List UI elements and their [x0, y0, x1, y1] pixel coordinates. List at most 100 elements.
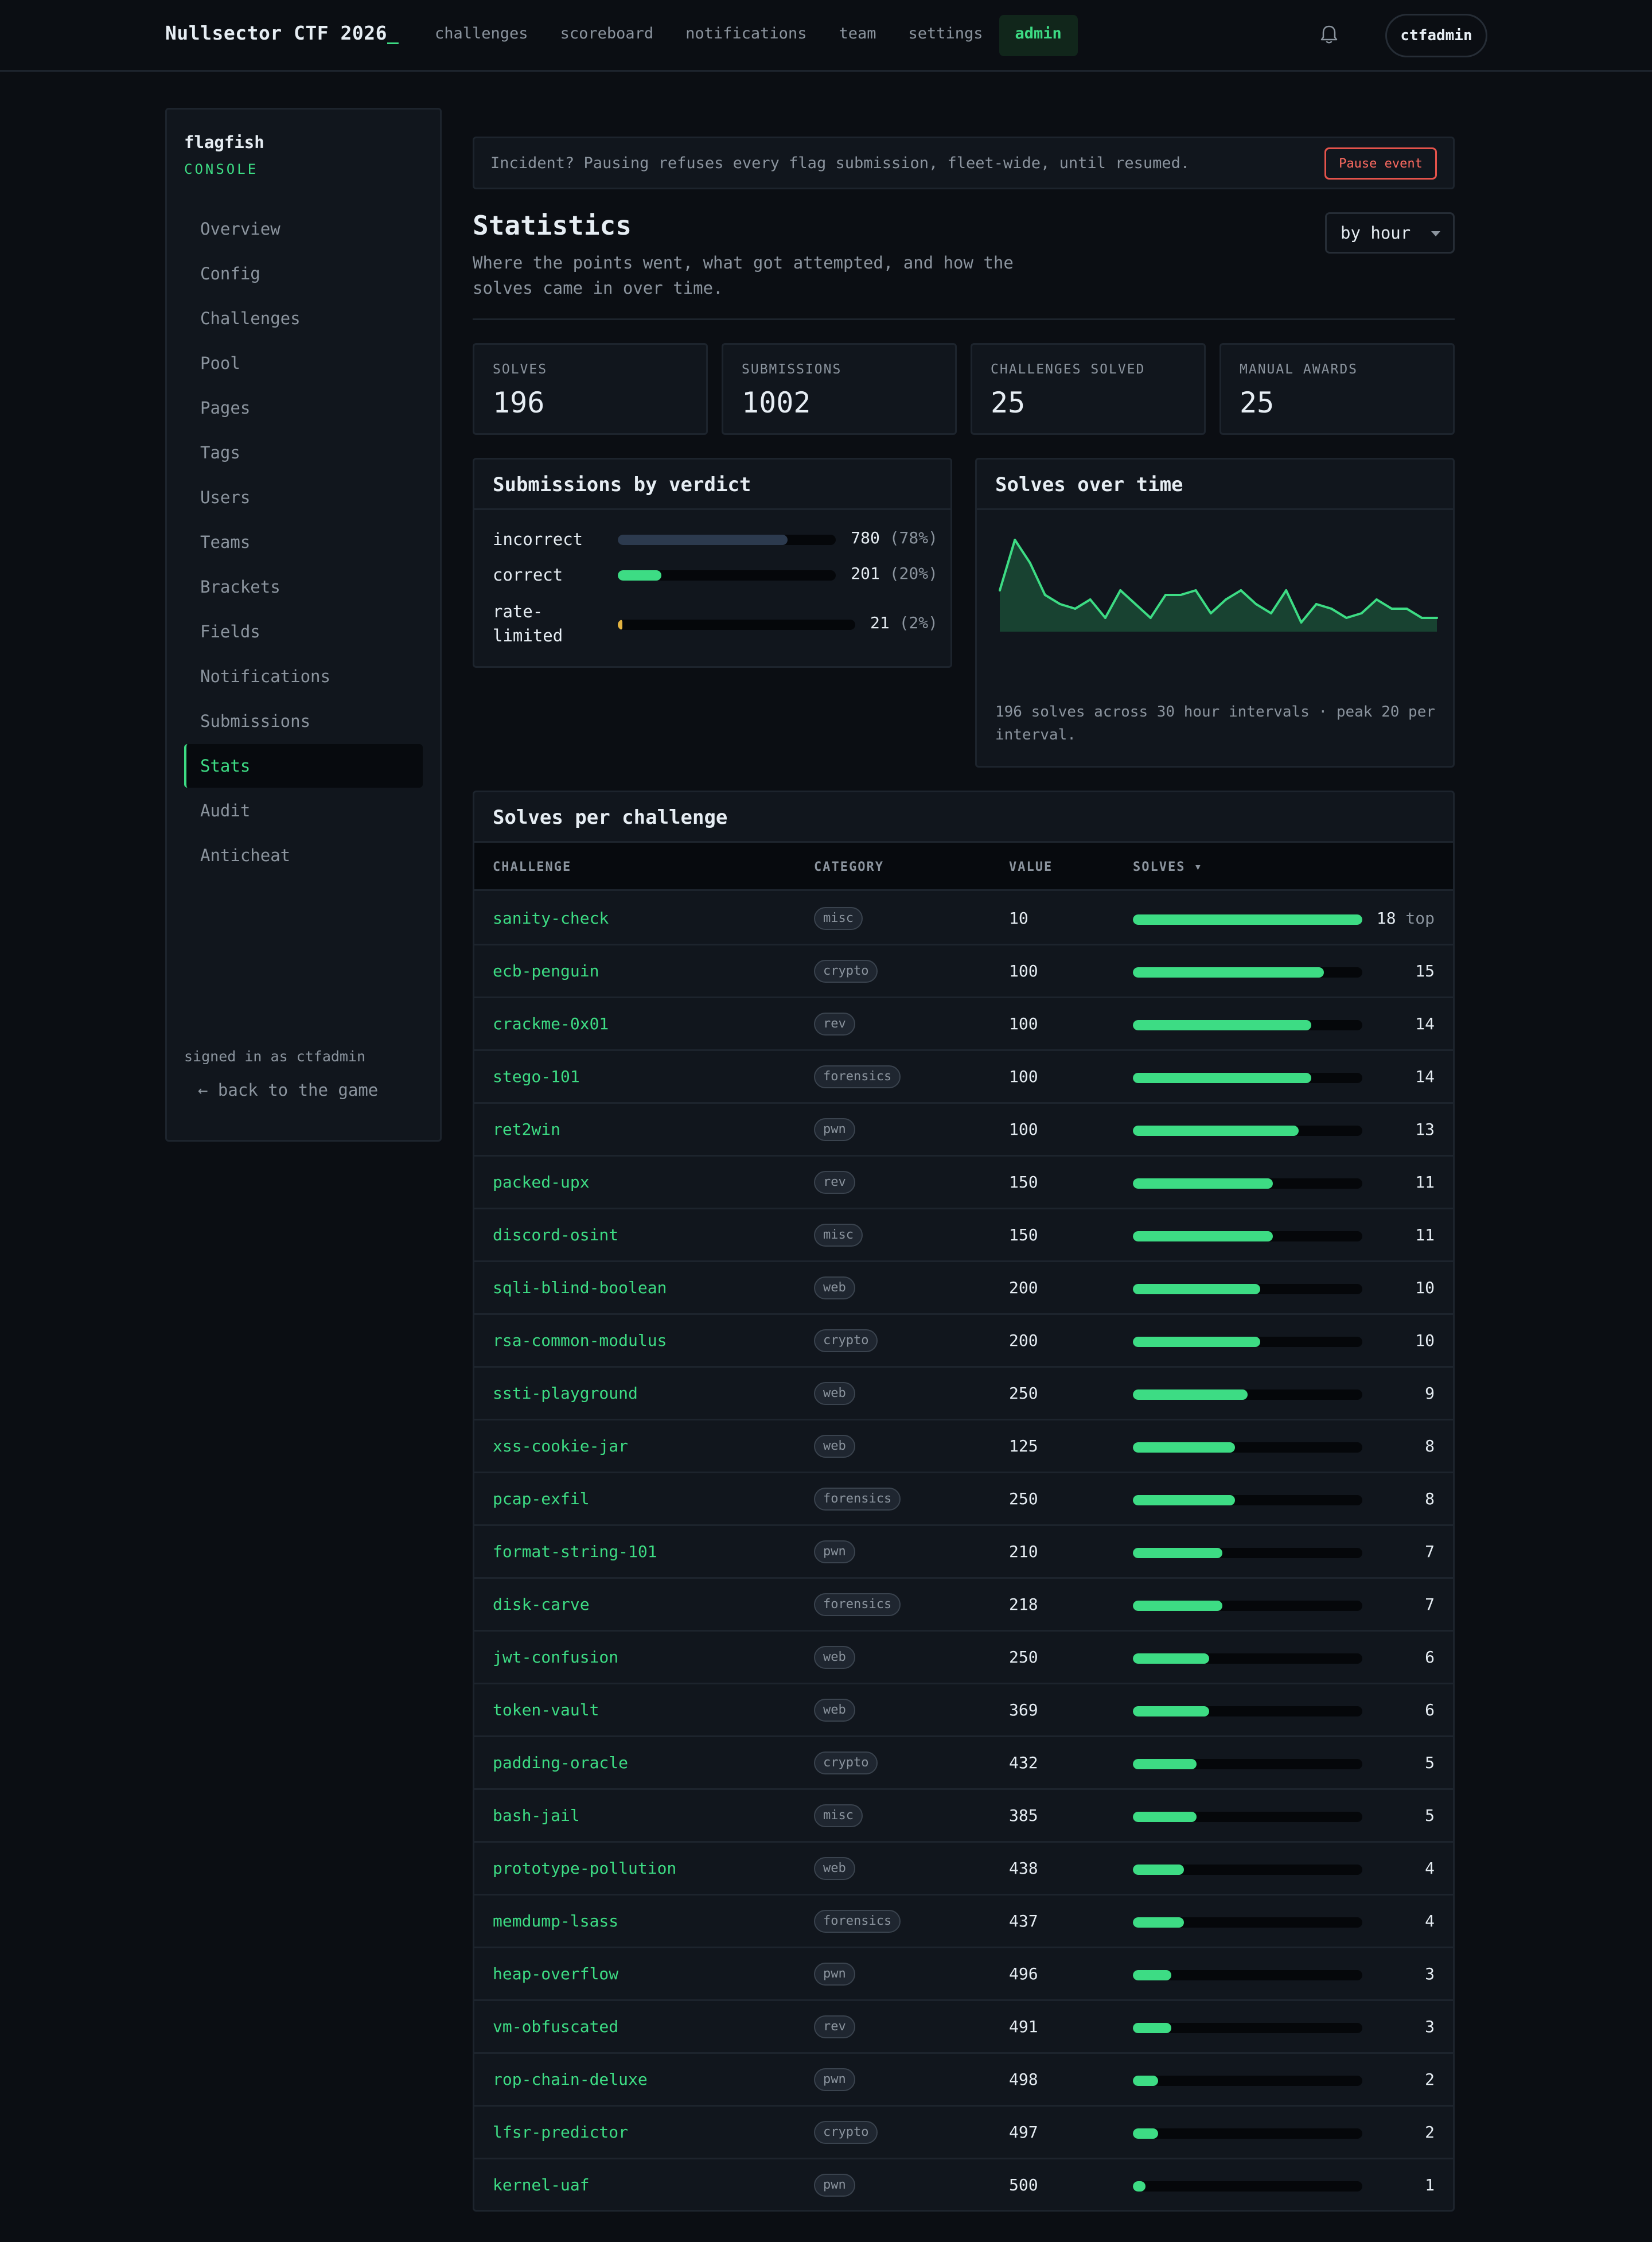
challenge-link[interactable]: format-string-101: [493, 1542, 657, 1561]
brand-logo[interactable]: Nullsector CTF 2026_: [165, 22, 399, 44]
admin-sidebar: flagfish CONSOLE Overview Config Challen…: [165, 108, 442, 1142]
column-header-challenge[interactable]: CHALLENGE: [493, 860, 572, 874]
table-row[interactable]: vm-obfuscated rev 491 3: [474, 2001, 1453, 2054]
interval-select-value: by hour: [1341, 223, 1411, 243]
challenge-link[interactable]: crackme-0x01: [493, 1014, 609, 1033]
table-row[interactable]: format-string-101 pwn 210 7: [474, 1526, 1453, 1579]
table-row[interactable]: rsa-common-modulus crypto 200 10: [474, 1315, 1453, 1368]
sidebar-item-stats[interactable]: Stats: [184, 744, 423, 788]
column-header-category[interactable]: CATEGORY: [814, 860, 884, 874]
challenge-link[interactable]: ret2win: [493, 1120, 561, 1139]
table-row[interactable]: ret2win pwn 100 13: [474, 1104, 1453, 1157]
challenge-link[interactable]: prototype-pollution: [493, 1859, 677, 1878]
column-header-solves[interactable]: SOLVES ▾: [1133, 860, 1203, 874]
solves-bar-track: [1133, 1178, 1362, 1189]
interval-select[interactable]: by hour: [1325, 212, 1455, 254]
nav-link-settings[interactable]: settings: [908, 25, 983, 42]
solves-bar-fill: [1133, 1231, 1273, 1241]
verdict-pct: (20%): [889, 564, 938, 583]
challenge-link[interactable]: disk-carve: [493, 1595, 590, 1614]
table-row[interactable]: discord-osint misc 150 11: [474, 1209, 1453, 1262]
solves-per-challenge-panel: Solves per challenge CHALLENGE CATEGORY …: [473, 791, 1455, 2212]
challenge-link[interactable]: memdump-lsass: [493, 1912, 619, 1930]
column-header-value[interactable]: VALUE: [1009, 860, 1053, 874]
table-row[interactable]: ecb-penguin crypto 100 15: [474, 945, 1453, 998]
sidebar-item-teams[interactable]: Teams: [200, 532, 251, 552]
nav-link-notifications[interactable]: notifications: [685, 25, 807, 42]
challenge-link[interactable]: jwt-confusion: [493, 1648, 619, 1667]
sidebar-item-submissions[interactable]: Submissions: [200, 711, 311, 731]
sidebar-item-anticheat[interactable]: Anticheat: [200, 846, 291, 865]
table-row[interactable]: crackme-0x01 rev 100 14: [474, 998, 1453, 1051]
table-row[interactable]: heap-overflow pwn 496 3: [474, 1948, 1453, 2001]
sidebar-item-audit[interactable]: Audit: [200, 801, 251, 820]
nav-link-team[interactable]: team: [839, 25, 876, 42]
table-row[interactable]: disk-carve forensics 218 7: [474, 1579, 1453, 1632]
table-row[interactable]: padding-oracle crypto 432 5: [474, 1737, 1453, 1790]
table-row[interactable]: sqli-blind-boolean web 200 10: [474, 1262, 1453, 1315]
nav-link-challenges[interactable]: challenges: [435, 25, 528, 42]
table-row[interactable]: rop-chain-deluxe pwn 498 2: [474, 2054, 1453, 2107]
pause-event-button[interactable]: Pause event: [1324, 147, 1437, 180]
sidebar-item-config[interactable]: Config: [200, 264, 260, 283]
table-row[interactable]: sanity-check misc 10 18 top: [474, 893, 1453, 945]
table-row[interactable]: kernel-uaf pwn 500 1: [474, 2159, 1453, 2212]
table-row[interactable]: token-vault web 369 6: [474, 1684, 1453, 1737]
challenge-link[interactable]: kernel-uaf: [493, 2175, 590, 2194]
solves-bar-track: [1133, 1126, 1362, 1136]
challenge-value: 100: [1009, 1067, 1038, 1086]
table-row[interactable]: memdump-lsass forensics 437 4: [474, 1895, 1453, 1948]
challenge-link[interactable]: packed-upx: [493, 1173, 590, 1192]
solves-area-fill: [1000, 540, 1437, 632]
challenge-link[interactable]: sqli-blind-boolean: [493, 1278, 667, 1297]
challenge-link[interactable]: rop-chain-deluxe: [493, 2070, 648, 2089]
challenge-link[interactable]: token-vault: [493, 1700, 599, 1719]
sidebar-item-challenges[interactable]: Challenges: [200, 309, 301, 328]
user-menu-button[interactable]: ctfadmin: [1385, 14, 1487, 57]
back-to-game-link[interactable]: ← back to the game: [198, 1080, 379, 1100]
challenge-value: 210: [1009, 1542, 1038, 1561]
table-row[interactable]: jwt-confusion web 250 6: [474, 1632, 1453, 1684]
challenge-link[interactable]: lfsr-predictor: [493, 2123, 629, 2142]
challenge-value: 250: [1009, 1384, 1038, 1403]
challenge-link[interactable]: discord-osint: [493, 1225, 619, 1244]
table-row[interactable]: packed-upx rev 150 11: [474, 1157, 1453, 1209]
challenge-link[interactable]: heap-overflow: [493, 1964, 619, 1983]
verdict-bar-fill: [618, 570, 661, 581]
sidebar-item-users[interactable]: Users: [200, 488, 251, 507]
table-row[interactable]: pcap-exfil forensics 250 8: [474, 1473, 1453, 1526]
nav-link-admin[interactable]: admin: [999, 15, 1078, 56]
challenge-link[interactable]: pcap-exfil: [493, 1489, 590, 1508]
challenge-link[interactable]: xss-cookie-jar: [493, 1437, 629, 1455]
table-row[interactable]: lfsr-predictor crypto 497 2: [474, 2107, 1453, 2159]
table-row[interactable]: xss-cookie-jar web 125 8: [474, 1420, 1453, 1473]
bell-icon[interactable]: [1319, 24, 1339, 45]
challenge-link[interactable]: rsa-common-modulus: [493, 1331, 667, 1350]
verdict-row-correct: correct 201 (20%): [493, 563, 938, 588]
sidebar-item-pool[interactable]: Pool: [200, 353, 240, 373]
sidebar-item-tags[interactable]: Tags: [200, 443, 240, 462]
table-row[interactable]: bash-jail misc 385 5: [474, 1790, 1453, 1843]
sidebar-item-pages[interactable]: Pages: [200, 398, 251, 418]
category-badge: web: [814, 1646, 855, 1669]
challenge-link[interactable]: ssti-playground: [493, 1384, 638, 1403]
sidebar-item-overview[interactable]: Overview: [200, 219, 280, 239]
stat-card-challenges-solved: CHALLENGES SOLVED 25: [971, 343, 1206, 435]
nav-link-scoreboard[interactable]: scoreboard: [560, 25, 654, 42]
category-badge: pwn: [814, 2174, 855, 2197]
challenge-link[interactable]: sanity-check: [493, 909, 609, 928]
challenge-link[interactable]: padding-oracle: [493, 1753, 629, 1772]
sidebar-item-fields[interactable]: Fields: [200, 622, 260, 641]
verdict-bar-track: [618, 570, 836, 581]
solves-count-value: 7: [1425, 1542, 1435, 1561]
sidebar-item-brackets[interactable]: Brackets: [200, 577, 280, 597]
challenge-link[interactable]: stego-101: [493, 1067, 580, 1086]
table-row[interactable]: prototype-pollution web 438 4: [474, 1843, 1453, 1895]
challenge-link[interactable]: ecb-penguin: [493, 962, 599, 980]
table-row[interactable]: stego-101 forensics 100 14: [474, 1051, 1453, 1104]
sidebar-item-notifications[interactable]: Notifications: [200, 667, 330, 686]
verdict-count: 780 (78%): [851, 528, 938, 547]
table-row[interactable]: ssti-playground web 250 9: [474, 1368, 1453, 1420]
challenge-link[interactable]: vm-obfuscated: [493, 2017, 619, 2036]
challenge-link[interactable]: bash-jail: [493, 1806, 580, 1825]
